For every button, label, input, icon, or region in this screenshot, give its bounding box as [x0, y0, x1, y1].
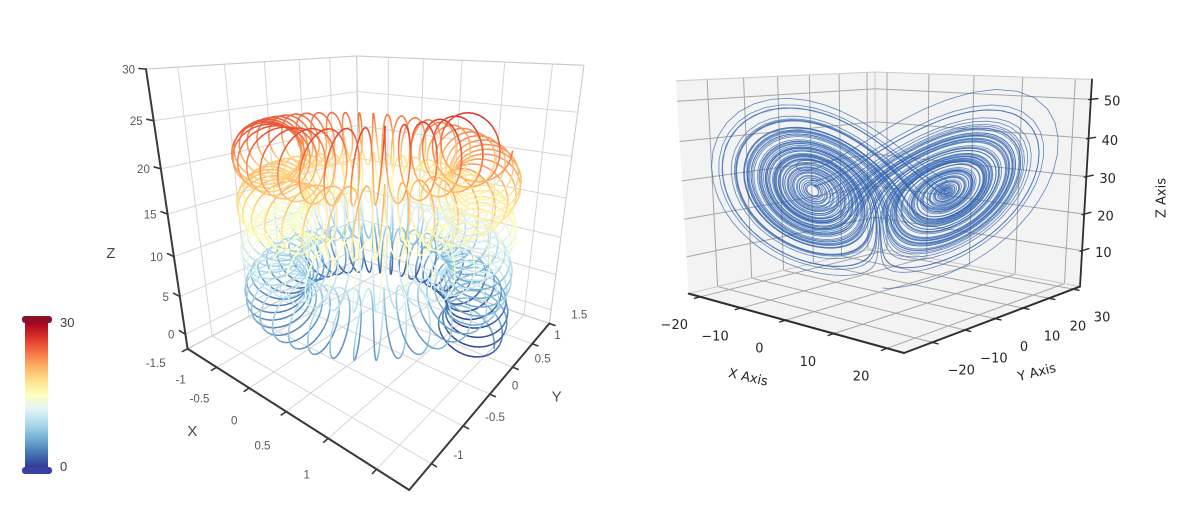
colorbar-gradient: [25, 322, 48, 468]
lorenz-attractor-3d-plot[interactable]: [618, 40, 1182, 470]
helix-3d-plot[interactable]: [85, 40, 615, 507]
colorbar-min-label: 0: [60, 459, 68, 474]
colorbar-max-label: 30: [60, 315, 75, 330]
colorbar-min-cap: [22, 467, 52, 474]
colorbar: 30 0: [22, 316, 112, 474]
colorbar-max-cap: [22, 316, 52, 323]
